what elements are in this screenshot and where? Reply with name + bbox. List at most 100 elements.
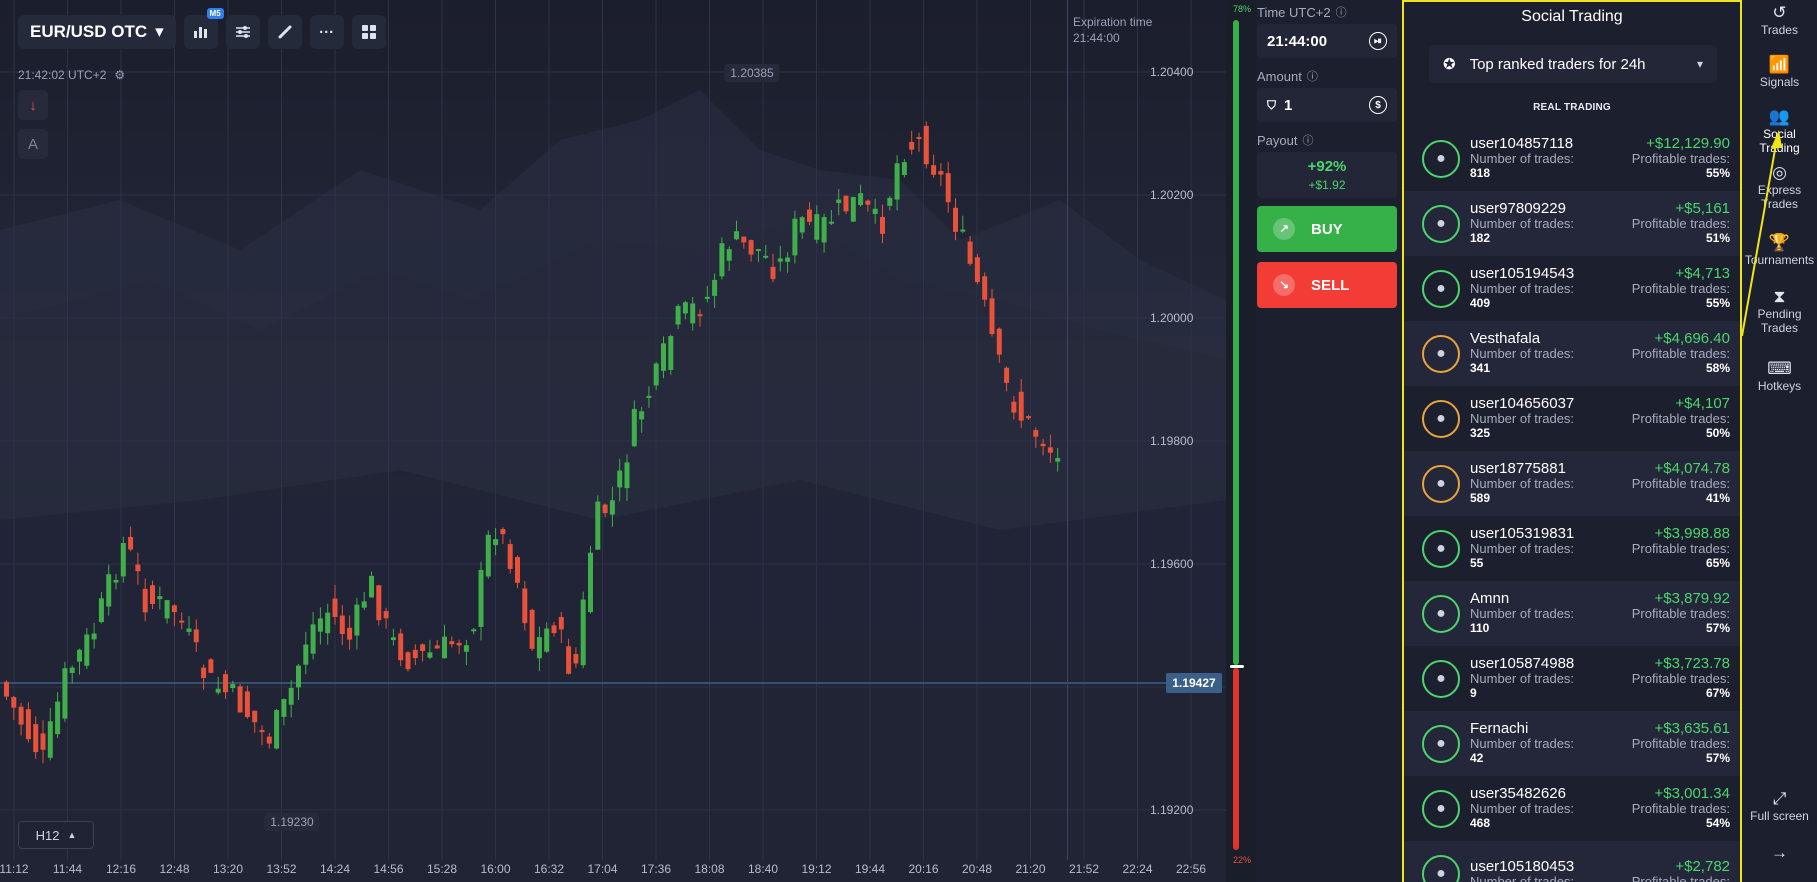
- trader-row[interactable]: ● user35482626 Number of trades: 468 +$3,001…: [1404, 776, 1740, 841]
- help-icon[interactable]: ⓘ: [1306, 71, 1318, 83]
- buy-button[interactable]: ↗ BUY: [1257, 206, 1397, 252]
- nav-hotkeys[interactable]: ⌨ Hotkeys: [1742, 360, 1817, 393]
- layout-button[interactable]: [351, 15, 386, 49]
- arrow-up-right-icon: ↗: [1273, 218, 1295, 240]
- candle-body: [536, 637, 542, 659]
- timeframe-selector[interactable]: H12 ▲: [18, 821, 94, 849]
- candle-body: [609, 500, 615, 515]
- dollar-icon[interactable]: $: [1369, 96, 1387, 114]
- trader-row[interactable]: ● Fernachi Number of trades: 42 +$3,635.61 Pr…: [1404, 711, 1740, 776]
- trades-label: Number of trades:: [1470, 736, 1575, 751]
- trader-profit: +$12,129.90: [1646, 135, 1730, 152]
- candle-body: [237, 686, 243, 713]
- nav-signals[interactable]: 📶 Signals: [1742, 56, 1817, 89]
- nav-social-trading[interactable]: 👥 Social Trading: [1742, 108, 1817, 155]
- trader-profit: +$3,723.78: [1654, 655, 1731, 672]
- candle-body: [310, 624, 316, 654]
- more-button[interactable]: ···: [309, 15, 344, 49]
- candle-body: [821, 217, 827, 243]
- nav-trades[interactable]: ↺ Trades: [1742, 4, 1817, 37]
- online-indicator: [1451, 856, 1458, 864]
- candle-body: [339, 615, 345, 635]
- time-switch-icon[interactable]: ⏯: [1369, 32, 1387, 50]
- trader-stats: +$3,998.88 Profitable trades: 65%: [1632, 526, 1730, 571]
- asset-selector[interactable]: EUR/USD OTC ▾: [18, 15, 176, 49]
- candle-body: [704, 296, 710, 299]
- nav-full-screen[interactable]: ⤢ Full screen: [1742, 790, 1817, 823]
- trader-stats: +$4,107 Profitable trades: 50%: [1632, 396, 1730, 441]
- chevron-down-icon: ▾: [1696, 57, 1703, 71]
- text-tool[interactable]: A: [18, 129, 48, 159]
- trades-count: 468: [1470, 816, 1491, 830]
- candle-body: [171, 605, 177, 613]
- candle-body: [974, 257, 980, 283]
- candle-body: [376, 585, 382, 621]
- trader-row[interactable]: ● user97809229 Number of trades: 182 +$5,161…: [1404, 191, 1740, 256]
- time-field[interactable]: 21:44:00 ⏯: [1257, 24, 1397, 58]
- nav-pending-trades[interactable]: ⧗ Pending Trades: [1742, 288, 1817, 335]
- person-photo-avatar-icon: ●: [1422, 529, 1460, 568]
- candle-body: [55, 701, 61, 735]
- nav-label: Social Trading: [1759, 127, 1800, 155]
- trader-row[interactable]: ● user105319831 Number of trades: 55 +$3,998…: [1404, 516, 1740, 581]
- ranking-filter-dropdown[interactable]: ✪ Top ranked traders for 24h ▾: [1429, 45, 1717, 83]
- trader-row[interactable]: ● user104857118 Number of trades: 818 +$12,1…: [1404, 126, 1740, 191]
- trader-stats: +$2,782 Profitable trades:: [1632, 859, 1730, 882]
- profitable-percent: 55%: [1705, 296, 1730, 310]
- candle-body: [1055, 458, 1061, 462]
- nav-express-trades[interactable]: ◎ Express Trades: [1742, 163, 1817, 211]
- profitable-percent: 58%: [1705, 361, 1730, 375]
- profitable-label: Profitable trades:: [1631, 873, 1730, 882]
- clock-text: 21:42:02 UTC+2: [18, 68, 107, 82]
- trader-name: user97809229: [1470, 200, 1566, 217]
- sell-button[interactable]: ↘ SELL: [1257, 262, 1397, 308]
- candle-body: [989, 298, 995, 335]
- candle-body: [390, 637, 396, 641]
- trader-profit: +$4,074.78: [1654, 460, 1731, 477]
- x-tick: 21:52: [1068, 862, 1100, 876]
- down-trend-tool[interactable]: ↓: [18, 90, 48, 120]
- gear-icon[interactable]: ⚙: [114, 68, 126, 82]
- indicators-button[interactable]: [225, 15, 260, 49]
- drawing-tools-button[interactable]: [267, 15, 302, 49]
- x-tick: 12:16: [105, 862, 137, 876]
- candle-body: [223, 674, 228, 693]
- trader-row[interactable]: ● Vesthafala Number of trades: 341 +$4,696.4…: [1404, 321, 1740, 386]
- candle-body: [62, 668, 68, 719]
- trades-count: 110: [1470, 621, 1490, 635]
- trader-row[interactable]: ● user105194543 Number of trades: 409 +$4,71…: [1404, 256, 1740, 321]
- candle-body: [449, 641, 455, 645]
- trader-row[interactable]: ● user105180453 Number of trades: +$2,782 Pr…: [1404, 841, 1740, 882]
- person-photo-avatar-icon: ●: [1422, 334, 1460, 373]
- trader-row[interactable]: ● user104656037 Number of trades: 325 +$4,10…: [1404, 386, 1740, 451]
- candle-body: [690, 303, 696, 324]
- trader-row[interactable]: ● Amnn Number of trades: 110 +$3,879.92 Profi…: [1404, 581, 1740, 646]
- online-indicator: [1451, 401, 1458, 409]
- candle-body: [858, 193, 864, 206]
- chart-type-button[interactable]: M5: [183, 8, 224, 49]
- candle-body: [485, 534, 491, 577]
- candle-body: [281, 699, 287, 717]
- trader-row[interactable]: ● user18775881 Number of trades: 589 +$4,074…: [1404, 451, 1740, 516]
- trader-profit: +$3,635.61: [1654, 720, 1731, 737]
- arrow-down-icon: ↓: [29, 96, 37, 114]
- target-icon: ◎: [1772, 163, 1787, 182]
- candle-body: [872, 208, 878, 215]
- expiration-label: Expiration time: [1073, 15, 1153, 29]
- trader-row[interactable]: ● user105874988 Number of trades: 9 +$3,723.…: [1404, 646, 1740, 711]
- candle-body: [865, 200, 871, 205]
- candle-body: [164, 600, 170, 619]
- help-icon[interactable]: ⓘ: [1302, 135, 1314, 147]
- price-chart[interactable]: [0, 0, 1226, 882]
- amount-field[interactable]: ⛉ 1 $: [1257, 88, 1397, 122]
- profitable-label: Profitable trades:: [1631, 801, 1730, 816]
- nav-tournaments[interactable]: 🏆 Tournaments: [1742, 234, 1817, 267]
- nav-collapse[interactable]: →: [1742, 844, 1817, 863]
- help-icon[interactable]: ⓘ: [1335, 7, 1347, 19]
- payout-box: +92% +$1.92: [1257, 152, 1397, 198]
- profitable-label: Profitable trades:: [1631, 346, 1730, 361]
- trades-label: Number of trades:: [1470, 281, 1575, 296]
- candle-body: [179, 620, 185, 623]
- candle-body: [887, 197, 893, 206]
- candle-body: [1011, 401, 1017, 413]
